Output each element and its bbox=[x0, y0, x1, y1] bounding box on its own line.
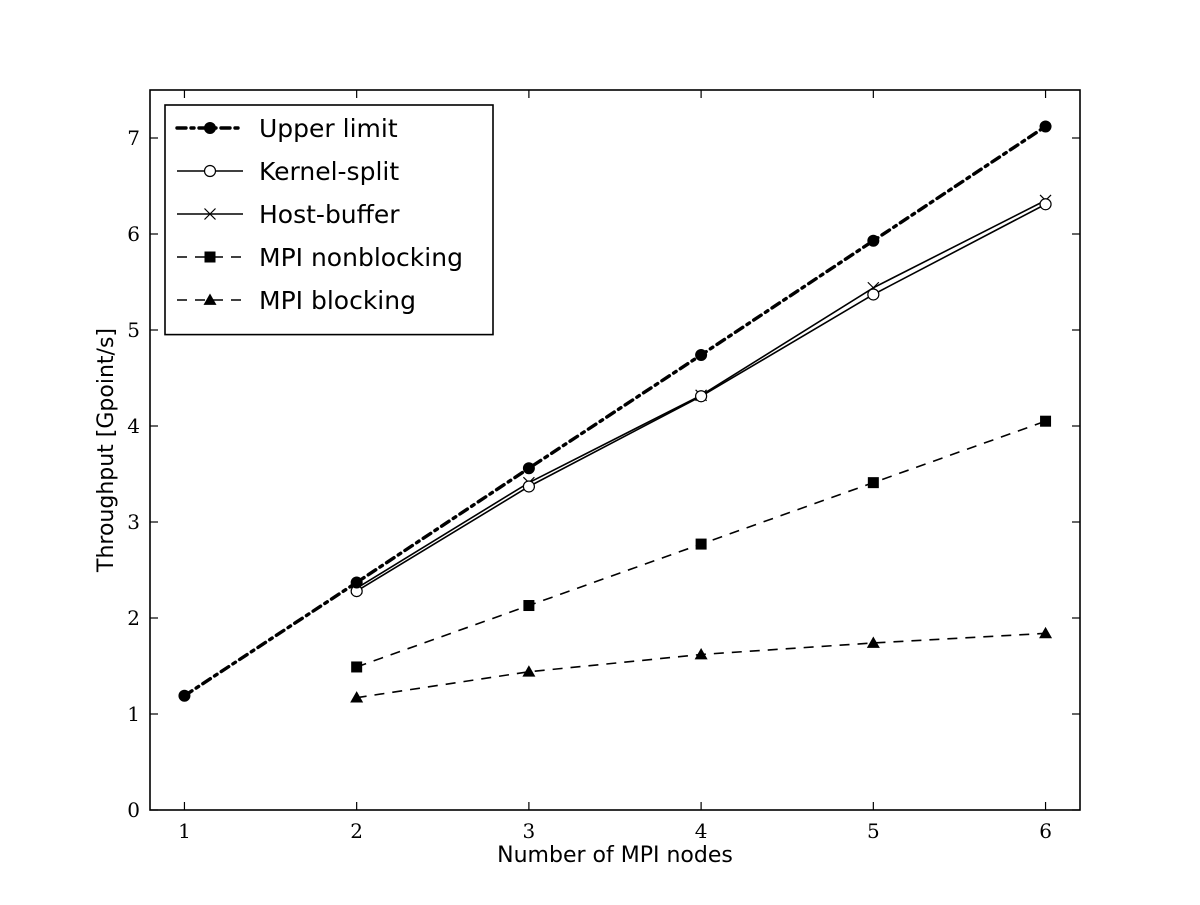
data-point-upper-limit bbox=[350, 576, 363, 589]
legend-marker-kernel-split bbox=[203, 164, 217, 178]
data-point-mpi-blocking bbox=[694, 647, 708, 660]
x-tick-label: 2 bbox=[350, 819, 363, 843]
x-tick-label: 3 bbox=[523, 819, 536, 843]
legend-label-mpi-nonblocking: MPI nonblocking bbox=[259, 243, 463, 272]
series-layer bbox=[178, 120, 1053, 703]
legend-item-upper-limit: Upper limit bbox=[175, 114, 398, 143]
series-mpi-blocking bbox=[350, 626, 1053, 703]
data-point-mpi-nonblocking bbox=[351, 661, 363, 673]
legend-item-host-buffer: Host-buffer bbox=[177, 200, 400, 229]
series-line-upper-limit bbox=[182, 124, 1048, 698]
legend-marker-mpi-nonblocking bbox=[204, 251, 216, 263]
data-point-kernel-split bbox=[522, 480, 535, 493]
y-tick-label: 6 bbox=[127, 222, 140, 246]
y-tick-label: 0 bbox=[127, 798, 140, 822]
legend-marker-host-buffer bbox=[204, 208, 216, 220]
data-point-mpi-blocking bbox=[866, 636, 880, 648]
data-point-upper-limit bbox=[522, 462, 535, 475]
data-point-mpi-nonblocking bbox=[1040, 415, 1052, 427]
legend-label-host-buffer: Host-buffer bbox=[259, 200, 400, 229]
data-point-mpi-blocking bbox=[522, 665, 536, 677]
y-tick-label: 7 bbox=[127, 126, 140, 150]
series-kernel-split bbox=[350, 198, 1052, 598]
legend-label-upper-limit: Upper limit bbox=[259, 114, 398, 143]
data-point-upper-limit bbox=[867, 234, 880, 247]
y-tick-label: 3 bbox=[127, 510, 140, 534]
legend: Upper limit Kernel-split Host-buffer MPI no… bbox=[164, 104, 494, 336]
x-tick-label: 5 bbox=[867, 819, 880, 843]
data-point-kernel-split bbox=[695, 390, 708, 403]
data-point-mpi-nonblocking bbox=[695, 538, 707, 550]
data-point-upper-limit bbox=[695, 348, 708, 361]
data-point-kernel-split bbox=[1039, 198, 1052, 211]
legend-item-mpi-nonblocking: MPI nonblocking bbox=[177, 243, 463, 272]
data-point-mpi-nonblocking bbox=[523, 600, 535, 612]
legend-label-kernel-split: Kernel-split bbox=[259, 157, 399, 186]
ticks-layer: 1 2 3 4 5 6 0 1 2 3 4 5 6 7 bbox=[127, 90, 1080, 843]
plot-frame bbox=[149, 89, 1081, 811]
data-point-upper-limit bbox=[178, 689, 191, 702]
legend-item-mpi-blocking: MPI blocking bbox=[177, 286, 416, 315]
x-tick-label: 6 bbox=[1039, 819, 1052, 843]
y-tick-label: 4 bbox=[127, 414, 140, 438]
x-tick-label: 1 bbox=[178, 819, 191, 843]
y-tick-label: 5 bbox=[127, 318, 140, 342]
legend-marker-upper-limit bbox=[204, 122, 216, 134]
y-axis-title: Throughput [Gpoint/s] bbox=[94, 328, 119, 573]
legend-frame bbox=[164, 104, 494, 336]
data-point-upper-limit bbox=[1039, 120, 1052, 133]
legend-label-mpi-blocking: MPI blocking bbox=[259, 286, 416, 315]
series-upper-limit bbox=[178, 120, 1052, 702]
series-mpi-nonblocking bbox=[351, 415, 1052, 673]
data-point-mpi-blocking bbox=[350, 691, 364, 703]
legend-item-kernel-split: Kernel-split bbox=[177, 157, 399, 186]
y-tick-label: 2 bbox=[127, 606, 140, 630]
legend-marker-mpi-blocking bbox=[203, 293, 217, 305]
data-point-kernel-split bbox=[867, 288, 880, 301]
x-tick-label: 4 bbox=[695, 819, 708, 843]
legend-items: Upper limit Kernel-split Host-buffer MPI no… bbox=[175, 114, 463, 315]
data-point-mpi-blocking bbox=[1039, 626, 1053, 639]
x-axis-title: Number of MPI nodes bbox=[497, 843, 733, 868]
data-point-mpi-nonblocking bbox=[867, 477, 879, 489]
y-tick-label: 1 bbox=[127, 702, 140, 726]
